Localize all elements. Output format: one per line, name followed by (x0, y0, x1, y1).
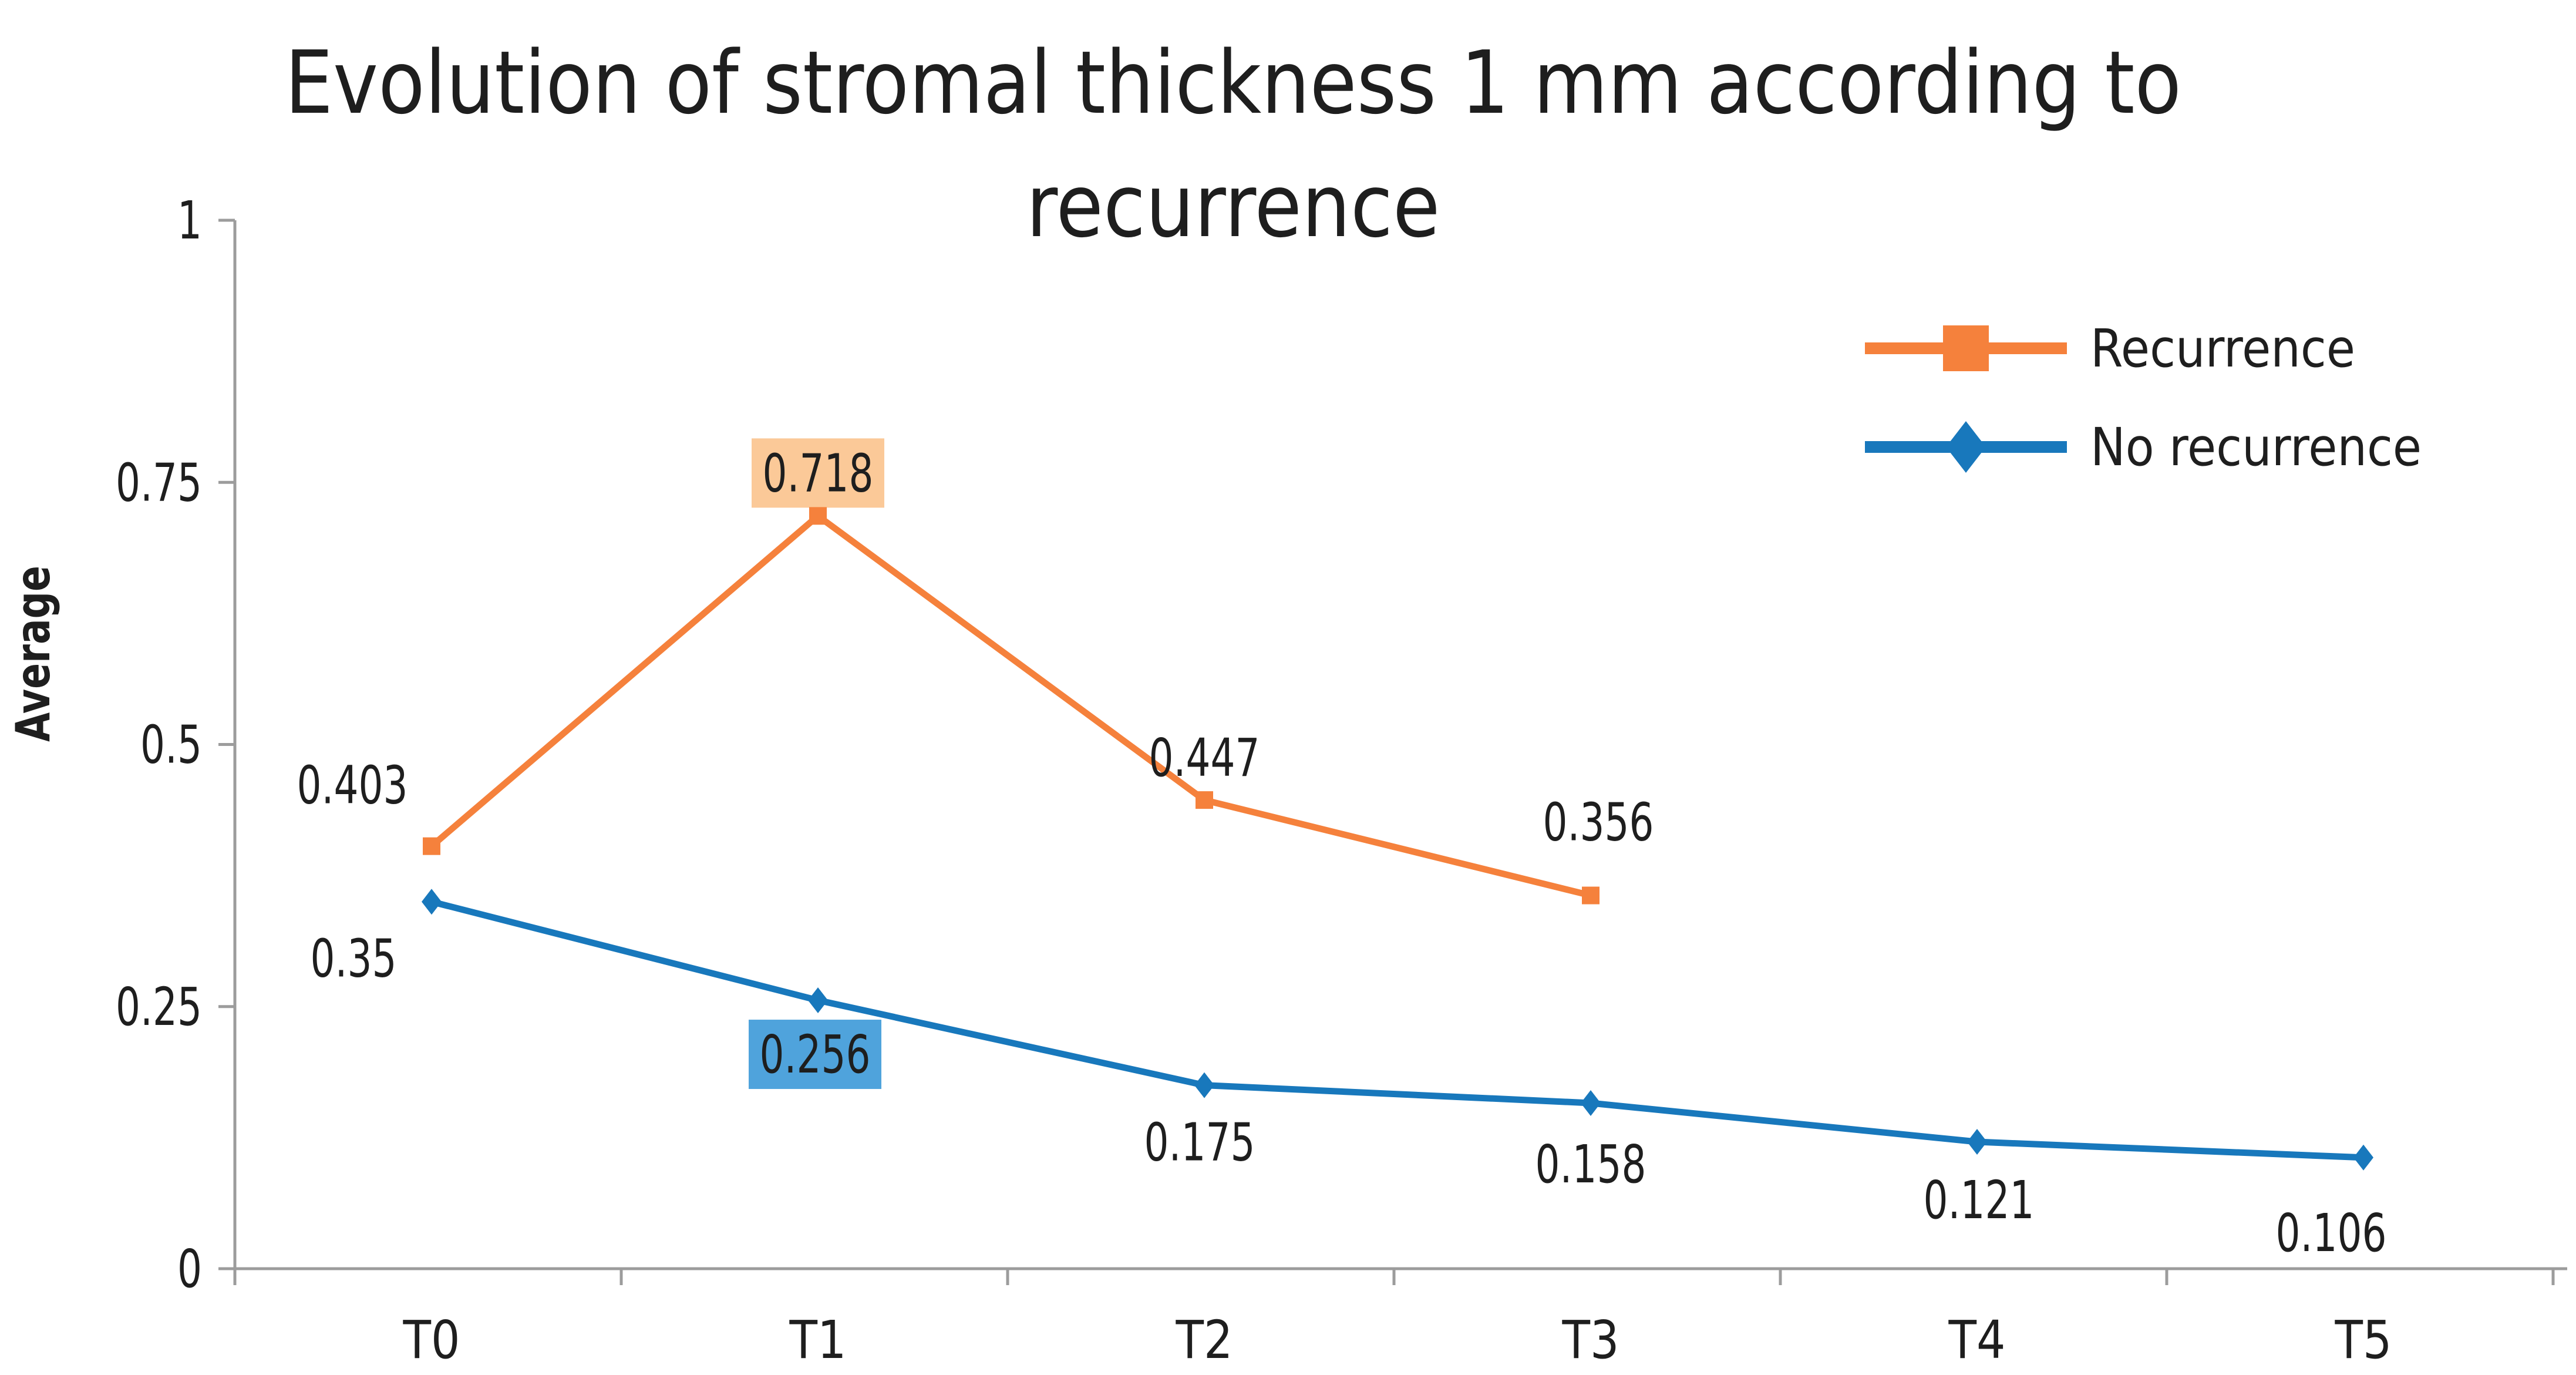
chart-title-line2: recurrence (1026, 156, 1440, 257)
data-label-0.718: 0.718 (763, 442, 874, 503)
y-tick-label: 0.75 (116, 452, 202, 513)
data-label-0.106: 0.106 (2276, 1202, 2387, 1263)
data-label-0.356: 0.356 (1543, 792, 1654, 853)
y-tick-label: 0.5 (140, 714, 202, 775)
marker-square-T1 (809, 507, 827, 525)
marker-diamond-T1 (808, 987, 828, 1014)
data-label-0.175: 0.175 (1144, 1112, 1255, 1173)
data-label-0.158: 0.158 (1536, 1134, 1646, 1195)
x-tick-label-T2: T2 (1176, 1309, 1233, 1370)
legend-diamond-icon (1946, 421, 1986, 473)
marker-square-T0 (423, 837, 440, 855)
data-label-highlight-0.718 (752, 438, 884, 508)
legend-label-recurrence: Recurrence (2090, 318, 2355, 379)
marker-diamond-T4 (1967, 1129, 1987, 1155)
marker-diamond-T5 (2353, 1144, 2373, 1171)
data-label-highlight-0.256 (749, 1020, 881, 1090)
data-label-0.35: 0.35 (311, 927, 397, 989)
marker-diamond-T3 (1581, 1090, 1601, 1116)
data-label-0.403: 0.403 (297, 755, 408, 816)
series-line-no-recurrence (428, 898, 2367, 1161)
series-line-recurrence (428, 512, 1594, 899)
chart-title-line1: Evolution of stromal thickness 1 mm acco… (285, 32, 2181, 133)
x-tick-label-T1: T1 (789, 1309, 847, 1370)
x-tick-label-T0: T0 (403, 1309, 460, 1370)
y-tick-label: 0.25 (116, 976, 202, 1037)
data-label-0.256: 0.256 (760, 1024, 871, 1085)
x-tick-label-T5: T5 (2335, 1309, 2392, 1370)
marker-square-T2 (1196, 791, 1213, 809)
legend-label-no-recurrence: No recurrence (2090, 416, 2422, 478)
data-label-0.447: 0.447 (1149, 727, 1260, 788)
data-label-0.121: 0.121 (1924, 1169, 2035, 1231)
marker-diamond-T2 (1194, 1072, 1214, 1098)
x-tick-label-T4: T4 (1948, 1309, 2006, 1370)
y-tick-label: 1 (177, 190, 202, 251)
y-axis-title: Average (6, 566, 60, 742)
marker-diamond-T0 (422, 889, 442, 915)
marker-square-T3 (1582, 886, 1600, 905)
y-tick-label: 0 (177, 1238, 202, 1299)
legend-square-icon (1943, 325, 1989, 371)
x-tick-label-T3: T3 (1562, 1309, 1619, 1370)
